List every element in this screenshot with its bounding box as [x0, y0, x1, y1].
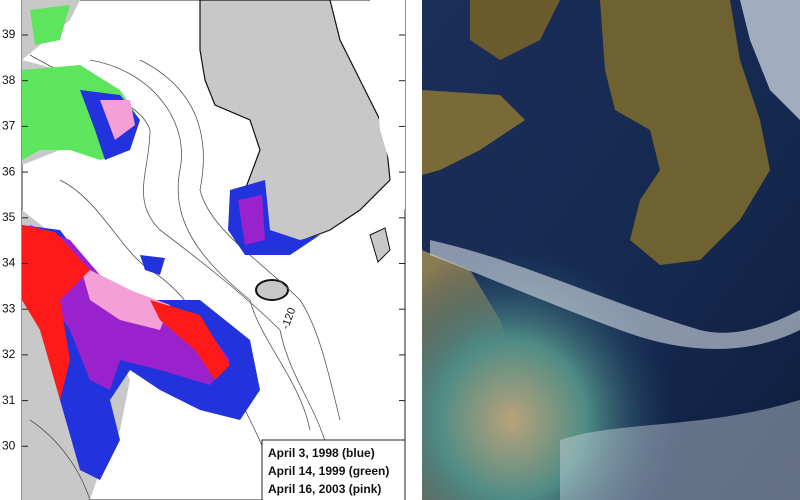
bloom-red	[150, 300, 230, 380]
bloom-pink	[80, 265, 170, 330]
contour	[89, 59, 311, 431]
latitude-label: 32	[2, 347, 16, 361]
bloom-purple	[238, 195, 265, 245]
land	[422, 90, 525, 175]
cloud	[430, 240, 800, 349]
legend-entry: April 3, 1998 (blue)	[268, 446, 375, 460]
bloom-red	[22, 225, 90, 400]
island	[369, 227, 391, 263]
cloud	[740, 0, 800, 120]
satellite-image	[422, 0, 800, 500]
latitude-label: 34	[2, 256, 16, 270]
legend-box	[261, 439, 406, 500]
latitude-label: 31	[2, 393, 16, 407]
cloud	[560, 400, 800, 500]
latitude-label: 35	[2, 210, 16, 224]
latitude-label: 37	[2, 119, 16, 133]
latitude-label: 36	[2, 164, 16, 178]
contour	[139, 59, 341, 421]
contour	[29, 419, 91, 500]
latitude-label: 38	[2, 73, 16, 87]
sea	[370, 0, 405, 210]
legend-entry: April 14, 1999 (green)	[268, 464, 389, 478]
land	[470, 0, 560, 60]
latitude-label: 33	[2, 301, 16, 315]
bloom-green	[30, 5, 70, 45]
island	[255, 279, 289, 301]
legend-entry: April 16, 2003 (pink)	[268, 482, 381, 496]
latitude-label: 39	[2, 27, 16, 41]
latitude-label: 30	[2, 438, 16, 452]
bloom-pink	[100, 100, 135, 140]
bloom-blue	[140, 255, 165, 275]
